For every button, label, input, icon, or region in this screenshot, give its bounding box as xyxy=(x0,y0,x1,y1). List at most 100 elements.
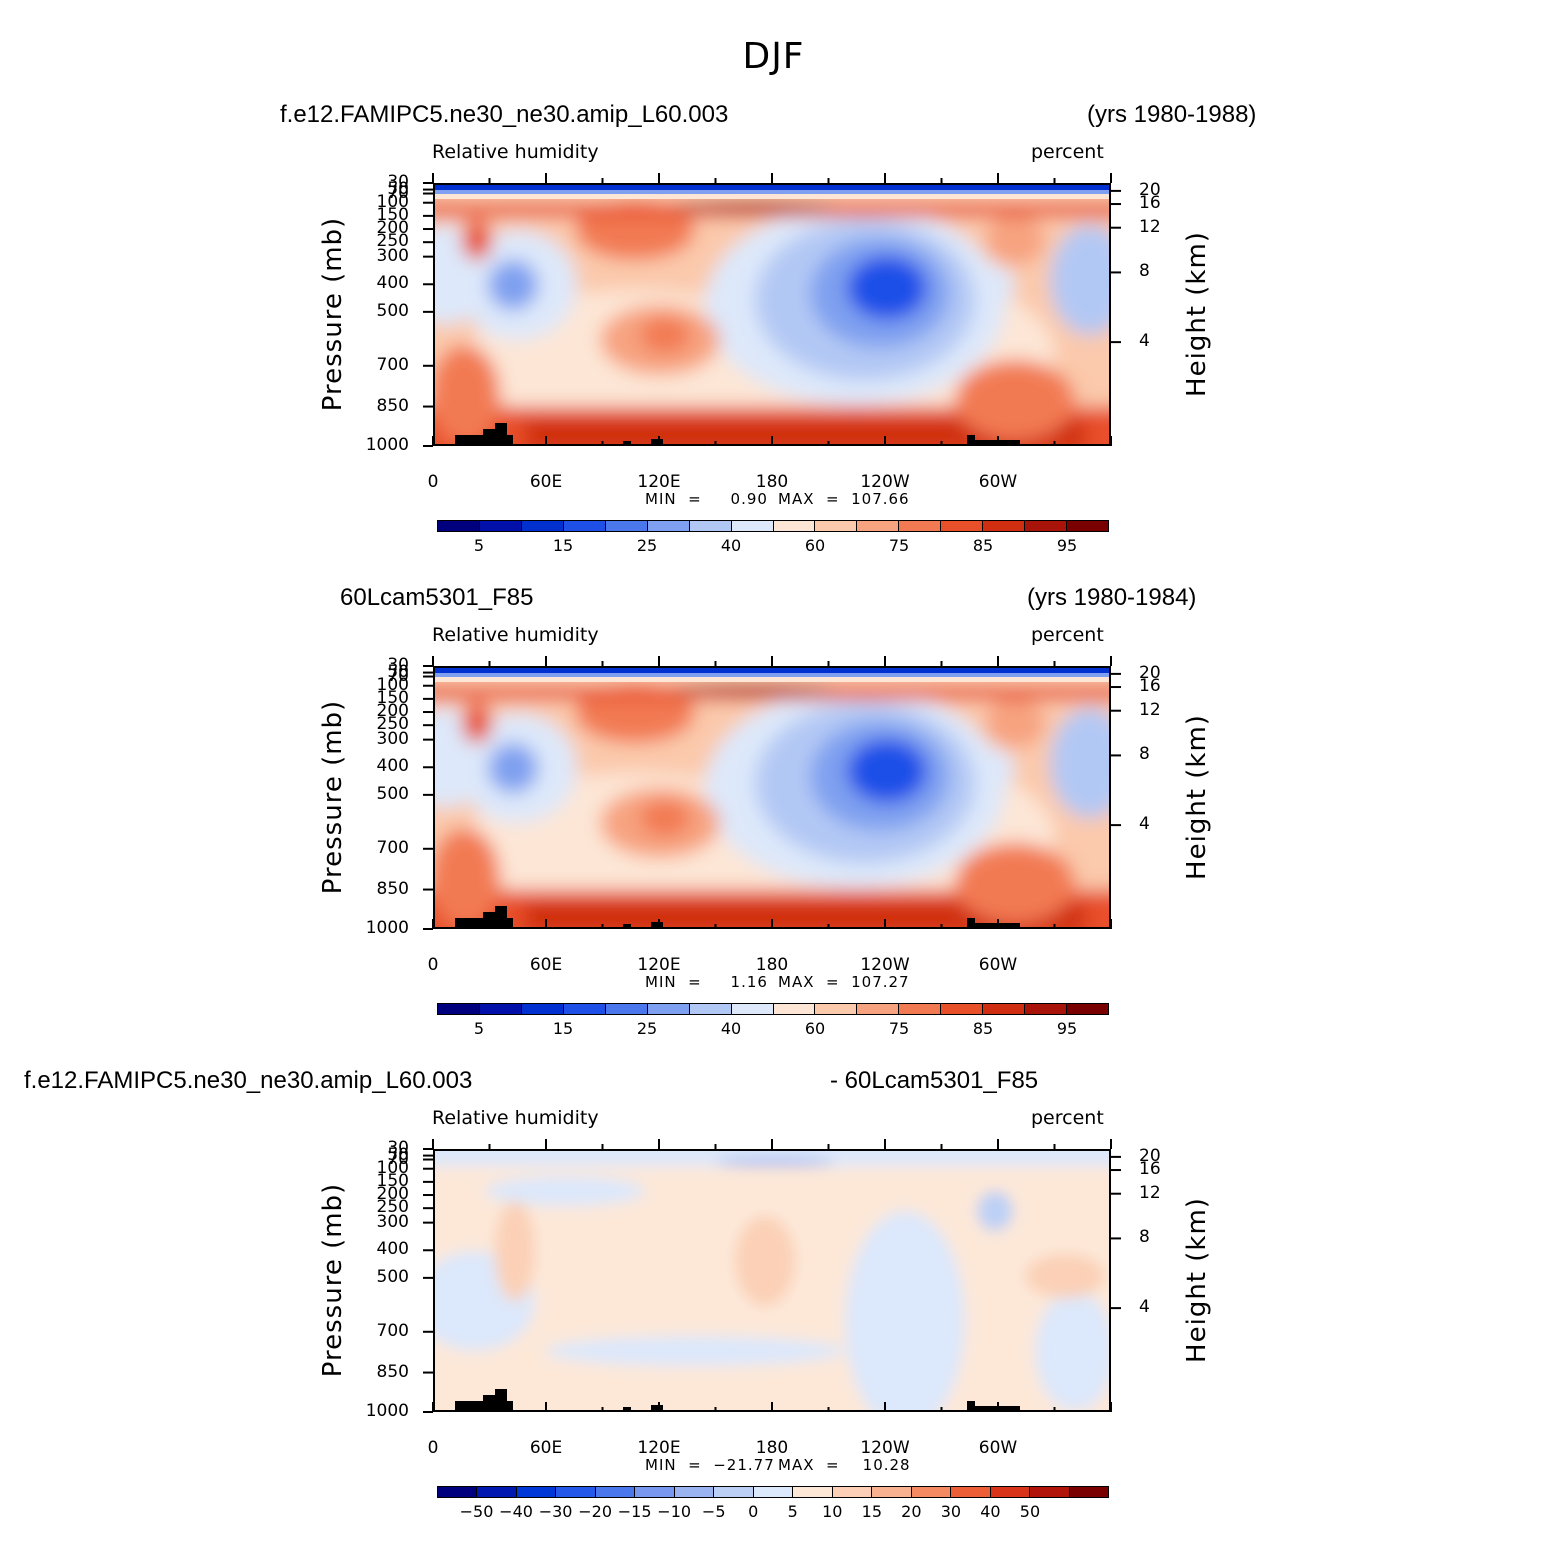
colorbar-swatch xyxy=(1025,1004,1068,1014)
colorbar-swatch xyxy=(731,1004,774,1014)
y-tick-label-right: 4 xyxy=(1139,814,1150,835)
contour-plot xyxy=(433,1149,1111,1412)
y-tick-label-right: 8 xyxy=(1139,261,1150,282)
figure-title: DJF xyxy=(742,36,805,77)
contour-field xyxy=(435,1151,1109,1410)
y-tick-label: 70 xyxy=(387,665,409,686)
units-label: percent xyxy=(1031,1107,1104,1129)
y-tick-label: 300 xyxy=(376,245,409,266)
colorbar-label: 85 xyxy=(972,1019,994,1038)
colorbar-swatch xyxy=(951,1487,991,1497)
colorbar-swatch xyxy=(753,1487,794,1497)
colorbar-label: −50 xyxy=(459,1502,494,1521)
colorbar-swatch xyxy=(857,521,900,531)
colorbar-swatch xyxy=(438,1004,480,1014)
x-tick-label: 60E xyxy=(529,1438,563,1458)
panel-title-left: f.e12.FAMIPC5.ne30_ne30.amip_L60.003 xyxy=(24,1067,473,1094)
colorbar-label: 0 xyxy=(748,1502,759,1521)
colorbar-label: 25 xyxy=(636,536,658,555)
panel-title-right: (yrs 1980-1984) xyxy=(1027,584,1197,611)
y-axis-label: Pressure (mb) xyxy=(318,1182,348,1377)
y-tick-label: 200 xyxy=(376,218,409,239)
y-tick-label: 500 xyxy=(376,1266,409,1287)
x-tick-label: 60E xyxy=(529,472,563,492)
colorbar-swatch xyxy=(595,1487,636,1497)
min-value: MIN = 0.90 xyxy=(645,490,768,508)
colorbar-swatch xyxy=(1025,521,1068,531)
y-tick-label: 250 xyxy=(376,1197,409,1218)
colorbar-swatch xyxy=(1030,1487,1070,1497)
colorbar-label: 15 xyxy=(552,536,574,555)
y-tick-label-right: 20 xyxy=(1139,662,1161,683)
y-tick-label: 50 xyxy=(387,661,409,682)
y-tick-label-right: 4 xyxy=(1139,1297,1150,1318)
y-tick-label-right: 4 xyxy=(1139,331,1150,352)
x-tick-label: 180 xyxy=(755,472,789,492)
x-tick-label: 180 xyxy=(755,1438,789,1458)
x-tick-label: 120E xyxy=(637,472,681,492)
x-tick-label: 120W xyxy=(860,955,910,975)
y-tick-label: 100 xyxy=(376,674,409,695)
x-tick-label: 120W xyxy=(860,472,910,492)
colorbar-label: −40 xyxy=(499,1502,533,1521)
y-tick-label: 300 xyxy=(376,728,409,749)
colorbar-swatch xyxy=(563,521,606,531)
colorbar-label: 75 xyxy=(888,1019,910,1038)
x-tick-label: 60W xyxy=(978,1438,1018,1458)
y-tick-label: 150 xyxy=(376,1170,409,1191)
y-tick-label: 500 xyxy=(376,783,409,804)
y-tick-label-right: 16 xyxy=(1139,1159,1161,1180)
x-tick-label: 0 xyxy=(427,955,439,975)
colorbar-label: 20 xyxy=(901,1502,922,1521)
contour-plot xyxy=(433,183,1111,446)
min-value: MIN = −21.77 xyxy=(645,1456,775,1474)
units-label: percent xyxy=(1031,141,1104,163)
y-tick-label: 30 xyxy=(387,655,409,675)
colorbar-swatch xyxy=(941,521,984,531)
colorbar-label: 60 xyxy=(804,536,826,555)
y-tick-label: 100 xyxy=(376,191,409,212)
y-tick-label-right: 20 xyxy=(1139,1145,1161,1166)
x-tick-label: 60W xyxy=(978,472,1018,492)
y-axis-label: Pressure (mb) xyxy=(318,699,348,894)
colorbar-label: 10 xyxy=(822,1502,843,1521)
x-tick-label: 120W xyxy=(860,1438,910,1458)
colorbar-swatch xyxy=(832,1487,873,1497)
y-tick-label-right: 12 xyxy=(1139,699,1161,720)
x-tick-label: 0 xyxy=(427,472,439,492)
y-tick-label: 70 xyxy=(387,1148,409,1169)
colorbar-label: −5 xyxy=(701,1502,726,1521)
colorbar-label: 85 xyxy=(972,536,994,555)
contour-field xyxy=(435,185,1109,444)
colorbar-swatch xyxy=(990,1487,1031,1497)
max-value: MAX = 107.66 xyxy=(778,490,910,508)
units-label: percent xyxy=(1031,624,1104,646)
colorbar-swatch xyxy=(899,1004,942,1014)
colorbar-swatch xyxy=(605,1004,648,1014)
colorbar-swatch xyxy=(516,1487,557,1497)
colorbar-swatch xyxy=(1069,1487,1108,1497)
colorbar-swatch xyxy=(911,1487,952,1497)
colorbar xyxy=(437,1486,1109,1498)
y-tick-label: 500 xyxy=(376,300,409,321)
y-tick-label: 1000 xyxy=(365,1401,409,1421)
y-tick-label: 700 xyxy=(376,837,409,858)
x-tick-label: 0 xyxy=(427,1438,439,1458)
colorbar-label: 5 xyxy=(473,536,485,555)
colorbar-label: 30 xyxy=(940,1502,962,1521)
colorbar xyxy=(437,520,1109,532)
y-tick-label: 850 xyxy=(376,878,409,899)
y-tick-label: 150 xyxy=(376,204,409,225)
y-tick-label: 200 xyxy=(376,1184,409,1205)
topography xyxy=(455,906,1020,927)
colorbar-swatch xyxy=(899,521,942,531)
y-tick-label: 1000 xyxy=(365,435,409,455)
colorbar-label: 15 xyxy=(552,1019,574,1038)
y-tick-label: 70 xyxy=(387,182,409,203)
colorbar-label: −30 xyxy=(538,1502,573,1521)
colorbar-swatch xyxy=(731,521,774,531)
x-tick-label: 120E xyxy=(637,955,681,975)
colorbar-swatch xyxy=(714,1487,754,1497)
y-tick-label: 250 xyxy=(376,714,409,735)
colorbar-swatch xyxy=(556,1487,596,1497)
